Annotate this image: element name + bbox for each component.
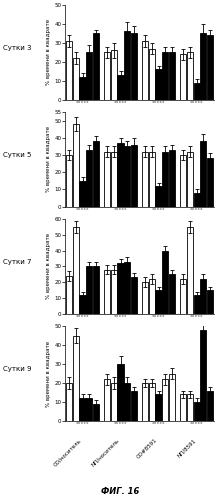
Bar [66,383,72,421]
Text: NП/носитель: NП/носитель [91,438,121,468]
Bar [118,143,124,207]
Bar [86,52,92,100]
Bar [162,250,168,314]
Y-axis label: % времени в квадрате: % времени в квадрате [46,341,51,406]
Bar [66,276,72,314]
Bar [73,124,79,207]
Bar [200,279,206,314]
Bar [93,266,99,314]
Bar [124,262,130,314]
Bar [93,141,99,207]
Text: Сутки 9: Сутки 9 [3,366,32,372]
Bar [180,394,186,421]
Bar [142,282,148,314]
Bar [162,379,168,421]
Bar [86,150,92,207]
Bar [207,390,213,421]
Bar [142,383,148,421]
Bar [187,394,193,421]
Y-axis label: % времени в квадрате: % времени в квадрате [46,126,51,192]
Bar [155,69,162,100]
Bar [73,336,79,421]
Text: Сутки 3: Сутки 3 [3,44,32,51]
Bar [118,364,124,421]
Bar [200,141,206,207]
Y-axis label: % времени в квадрате: % времени в квадрате [46,19,51,85]
Bar [131,33,137,100]
Bar [104,379,110,421]
Bar [111,383,117,421]
Bar [86,266,92,314]
Bar [207,158,213,207]
Bar [93,404,99,421]
Bar [80,295,85,314]
Bar [131,277,137,314]
Bar [111,50,117,100]
Bar [111,151,117,207]
Bar [187,52,193,100]
Bar [142,151,148,207]
Bar [149,383,155,421]
Bar [169,374,175,421]
Bar [194,83,199,100]
Bar [111,269,117,314]
Text: CO/носитель: CO/носитель [53,438,82,468]
Bar [80,181,85,207]
Bar [142,41,148,100]
Bar [207,35,213,100]
Text: CO#8591: CO#8591 [136,438,158,460]
Bar [104,52,110,100]
Bar [155,290,162,314]
Bar [180,155,186,207]
Bar [187,151,193,207]
Bar [80,77,85,100]
Bar [131,390,137,421]
Bar [93,33,99,100]
Bar [169,274,175,314]
Bar [194,295,199,314]
Bar [200,33,206,100]
Bar [194,193,199,207]
Bar [200,330,206,421]
Bar [187,227,193,314]
Bar [180,54,186,100]
Text: Сутки 5: Сутки 5 [3,151,32,158]
Bar [80,398,85,421]
Y-axis label: % времени в квадрате: % времени в квадрате [46,234,51,299]
Text: Сутки 7: Сутки 7 [3,258,32,265]
Bar [169,52,175,100]
Bar [162,52,168,100]
Bar [124,383,130,421]
Bar [124,146,130,207]
Text: ФИГ. 16: ФИГ. 16 [101,487,139,496]
Bar [149,279,155,314]
Bar [124,31,130,100]
Bar [73,227,79,314]
Bar [180,279,186,314]
Bar [155,394,162,421]
Text: NП/8591: NП/8591 [176,438,197,459]
Bar [131,145,137,207]
Bar [86,398,92,421]
Bar [104,151,110,207]
Bar [149,151,155,207]
Bar [194,402,199,421]
Bar [207,290,213,314]
Bar [169,150,175,207]
Bar [162,151,168,207]
Bar [149,48,155,100]
Bar [73,58,79,100]
Bar [118,75,124,100]
Bar [66,41,72,100]
Bar [104,269,110,314]
Bar [155,186,162,207]
Bar [118,263,124,314]
Bar [66,155,72,207]
